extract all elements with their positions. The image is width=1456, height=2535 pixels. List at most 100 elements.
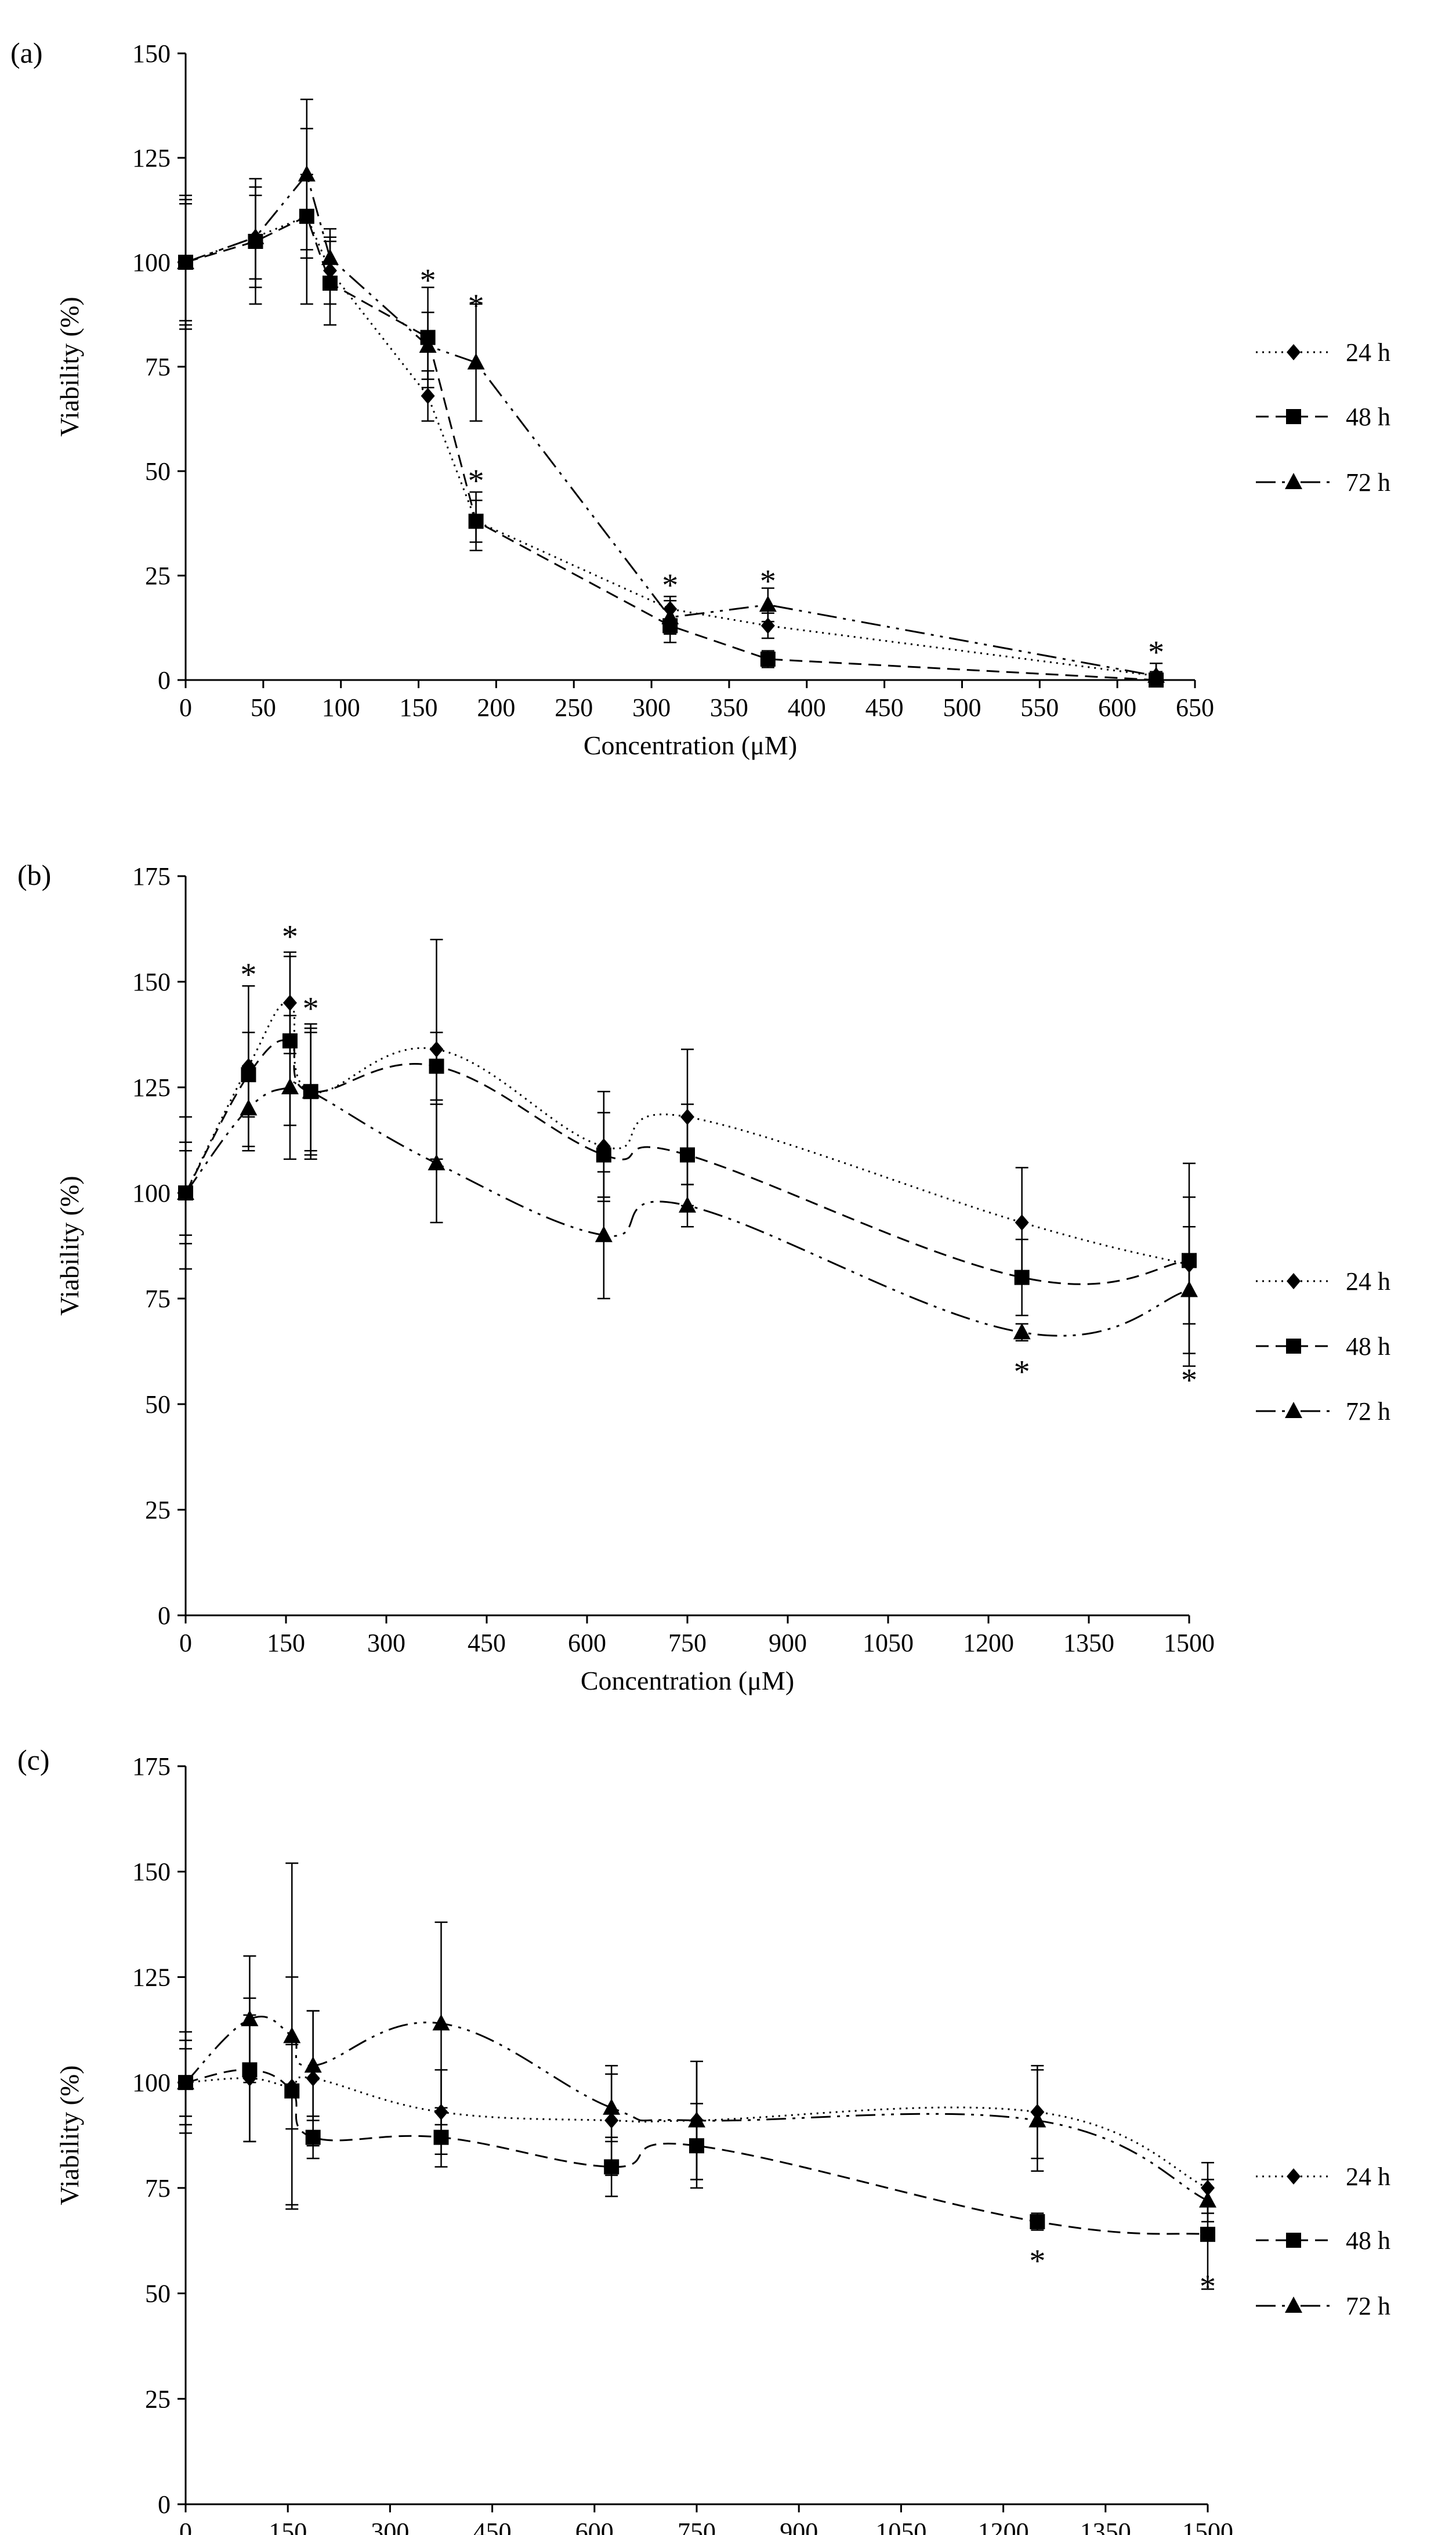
x-tick-label: 0 — [179, 693, 192, 722]
legend-item: 24 h — [1256, 1267, 1390, 1296]
x-tick-label: 450 — [468, 1629, 506, 1657]
data-point — [760, 652, 776, 667]
x-tick-label: 500 — [943, 693, 981, 722]
data-point — [241, 2010, 259, 2027]
data-point — [679, 1196, 696, 1213]
legend-marker — [1285, 1402, 1302, 1418]
legend-item: 48 h — [1256, 403, 1390, 431]
significance-marker: * — [1181, 1362, 1197, 1398]
y-tick-label: 150 — [132, 1858, 171, 1886]
x-tick-label: 300 — [367, 1629, 405, 1657]
data-point — [604, 2159, 620, 2175]
legend-item: 48 h — [1256, 2226, 1390, 2255]
significance-marker: * — [468, 288, 484, 324]
y-tick-label: 125 — [132, 144, 171, 172]
y-tick-label: 25 — [145, 1496, 171, 1524]
data-point — [1147, 666, 1165, 683]
legend-item: 72 h — [1256, 1397, 1390, 1426]
panel-label: (b) — [17, 859, 51, 891]
y-tick-label: 75 — [145, 2174, 171, 2203]
series-line — [185, 215, 1157, 677]
x-tick-label: 1050 — [875, 2518, 926, 2535]
x-tick-label: 750 — [668, 1629, 707, 1657]
data-point — [429, 1058, 444, 1074]
significance-marker: * — [1148, 634, 1164, 670]
legend-marker — [1287, 344, 1301, 360]
x-tick-label: 300 — [632, 693, 671, 722]
x-tick-label: 750 — [678, 2518, 716, 2535]
data-point — [298, 165, 316, 182]
significance-marker: * — [240, 957, 256, 993]
data-point — [1200, 2226, 1215, 2242]
legend-label: 24 h — [1346, 2162, 1390, 2191]
y-tick-label: 175 — [132, 1752, 171, 1781]
x-tick-label: 200 — [477, 693, 515, 722]
x-tick-label: 600 — [568, 1629, 606, 1657]
series-72h — [177, 98, 1165, 683]
y-tick-label: 0 — [158, 2490, 171, 2519]
y-tick-label: 150 — [132, 968, 171, 996]
y-tick-label: 75 — [145, 1285, 171, 1313]
data-point — [688, 2111, 705, 2128]
data-point — [1199, 2191, 1216, 2208]
y-tick-label: 75 — [145, 353, 171, 381]
x-tick-label: 150 — [269, 2518, 307, 2535]
data-point — [283, 2027, 301, 2044]
data-point — [596, 1147, 611, 1163]
y-axis-title: Viability (%) — [55, 296, 84, 436]
y-tick-label: 125 — [132, 1963, 171, 1991]
x-tick-label: 900 — [769, 1629, 807, 1657]
legend-label: 72 h — [1346, 468, 1390, 497]
y-tick-label: 150 — [132, 39, 171, 68]
x-tick-label: 150 — [400, 693, 438, 722]
data-point — [177, 1184, 194, 1200]
y-tick-label: 25 — [145, 562, 171, 590]
series-line — [184, 2015, 1208, 2202]
series-line — [185, 215, 1157, 681]
data-point — [759, 595, 777, 612]
legend-label: 48 h — [1346, 403, 1390, 431]
data-point — [1180, 1281, 1198, 1297]
x-axis-title: Concentration (μM) — [581, 1666, 794, 1695]
data-point — [421, 388, 435, 404]
significance-marker: * — [760, 563, 776, 599]
chart-panel-a: (a) 0 25 50 75 100 125 150 0 50 100 150 200 250 300 350… — [10, 37, 1390, 760]
series-line — [184, 1082, 1190, 1337]
data-point — [603, 2098, 621, 2115]
significance-marker: * — [303, 990, 319, 1026]
legend-marker — [1286, 2233, 1301, 2248]
x-tick-label: 50 — [251, 693, 276, 722]
data-point — [432, 2014, 450, 2031]
significance-marker: * — [282, 919, 298, 955]
chart-panel-b: (b) 0 25 50 75 100 125 150 175 0 150 300 450 600 750 90… — [17, 859, 1390, 1695]
legend-item: 72 h — [1256, 468, 1390, 497]
x-tick-label: 0 — [179, 1629, 192, 1657]
legend-item: 48 h — [1256, 1332, 1390, 1361]
data-point — [304, 2056, 322, 2073]
legend-marker — [1287, 1273, 1301, 1289]
data-point — [680, 1147, 695, 1163]
data-point — [419, 337, 437, 353]
series-72h — [177, 1862, 1216, 2223]
significance-marker: * — [1200, 2269, 1216, 2305]
legend-item: 24 h — [1256, 2162, 1390, 2191]
x-tick-label: 250 — [555, 693, 593, 722]
y-tick-label: 0 — [158, 666, 171, 695]
data-point — [1013, 1323, 1031, 1340]
x-tick-label: 1200 — [963, 1629, 1014, 1657]
x-tick-label: 550 — [1020, 693, 1059, 722]
x-tick-label: 300 — [371, 2518, 409, 2535]
chart-panel-c: (c) 0 25 50 75 100 125 150 175 0 150 300 450 600 750 90… — [17, 1744, 1390, 2535]
legend-marker — [1285, 2297, 1302, 2313]
data-point — [1014, 1270, 1030, 1285]
data-point — [321, 248, 339, 265]
legend-marker — [1287, 2168, 1301, 2185]
x-tick-label: 650 — [1176, 693, 1214, 722]
panel-label: (c) — [17, 1744, 50, 1776]
y-tick-label: 0 — [158, 1601, 171, 1630]
significance-marker: * — [662, 567, 678, 603]
y-tick-label: 175 — [132, 862, 171, 891]
legend-marker — [1286, 1339, 1301, 1354]
